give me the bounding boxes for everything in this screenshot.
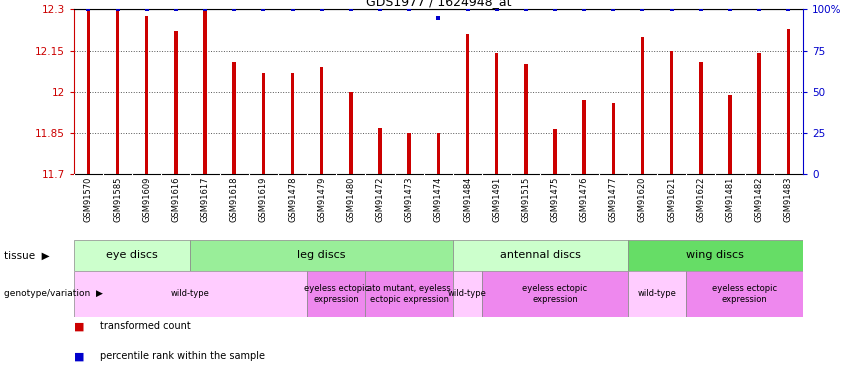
Bar [612,103,615,174]
Text: GSM91480: GSM91480 [346,176,355,222]
Bar [786,28,790,174]
Bar [466,34,470,174]
Bar [453,271,482,317]
Text: tissue  ▶: tissue ▶ [4,251,50,260]
Text: GSM91617: GSM91617 [201,176,209,222]
Text: ■: ■ [74,351,84,361]
Title: GDS1977 / 1624948_at: GDS1977 / 1624948_at [365,0,511,8]
Bar [74,271,307,317]
Bar [407,133,411,174]
Text: GSM91475: GSM91475 [550,176,560,222]
Text: GSM91474: GSM91474 [434,176,443,222]
Bar [291,73,294,174]
Text: genotype/variation  ▶: genotype/variation ▶ [4,290,103,298]
Bar [699,62,702,174]
Text: GSM91477: GSM91477 [608,176,618,222]
Text: GSM91515: GSM91515 [522,176,530,222]
Bar [349,92,352,174]
Text: antennal discs: antennal discs [500,251,581,260]
Text: GSM91618: GSM91618 [230,176,239,222]
Text: eyeless ectopic
expression: eyeless ectopic expression [523,284,588,303]
Bar [453,240,628,271]
Text: ato mutant, eyeless
ectopic expression: ato mutant, eyeless ectopic expression [367,284,451,303]
Bar [87,9,90,174]
Text: GSM91619: GSM91619 [259,176,268,222]
Text: GSM91481: GSM91481 [726,176,734,222]
Bar [728,94,732,174]
Bar [758,53,761,174]
Text: GSM91482: GSM91482 [754,176,764,222]
Bar [670,51,674,174]
Text: wild-type: wild-type [638,290,676,298]
Text: leg discs: leg discs [298,251,346,260]
Text: GSM91476: GSM91476 [580,176,589,222]
Bar [437,133,440,174]
Bar [307,271,365,317]
Bar [203,9,207,174]
Text: ■: ■ [74,321,84,331]
Bar [524,64,528,174]
Text: eye discs: eye discs [106,251,158,260]
Bar [115,9,119,174]
Bar [628,271,687,317]
Bar [261,73,265,174]
Text: percentile rank within the sample: percentile rank within the sample [100,351,265,361]
Text: GSM91622: GSM91622 [696,176,706,222]
Bar [628,240,803,271]
Text: GSM91478: GSM91478 [288,176,297,222]
Text: GSM91484: GSM91484 [463,176,472,222]
Bar [482,271,628,317]
Text: eyeless ectopic
expression: eyeless ectopic expression [304,284,369,303]
Text: GSM91585: GSM91585 [113,176,122,222]
Text: wing discs: wing discs [687,251,745,260]
Text: GSM91473: GSM91473 [404,176,414,222]
Bar [320,67,324,174]
Text: GSM91616: GSM91616 [171,176,181,222]
Bar [74,240,190,271]
Bar [233,62,236,174]
Text: GSM91483: GSM91483 [784,176,792,222]
Bar [687,271,803,317]
Bar [582,100,586,174]
Text: wild-type: wild-type [448,290,487,298]
Text: GSM91479: GSM91479 [317,176,326,222]
Text: GSM91620: GSM91620 [638,176,647,222]
Bar [145,16,148,174]
Text: GSM91491: GSM91491 [492,176,501,222]
Bar [495,53,498,174]
Bar [641,37,644,174]
Bar [174,32,178,174]
Bar [553,129,556,174]
Bar [378,128,382,174]
Text: GSM91472: GSM91472 [376,176,385,222]
Text: transformed count: transformed count [100,321,191,331]
Text: eyeless ectopic
expression: eyeless ectopic expression [712,284,777,303]
Bar [365,271,453,317]
Bar [190,240,453,271]
Text: GSM91621: GSM91621 [667,176,676,222]
Text: GSM91609: GSM91609 [142,176,151,222]
Text: GSM91570: GSM91570 [84,176,93,222]
Text: wild-type: wild-type [171,290,210,298]
